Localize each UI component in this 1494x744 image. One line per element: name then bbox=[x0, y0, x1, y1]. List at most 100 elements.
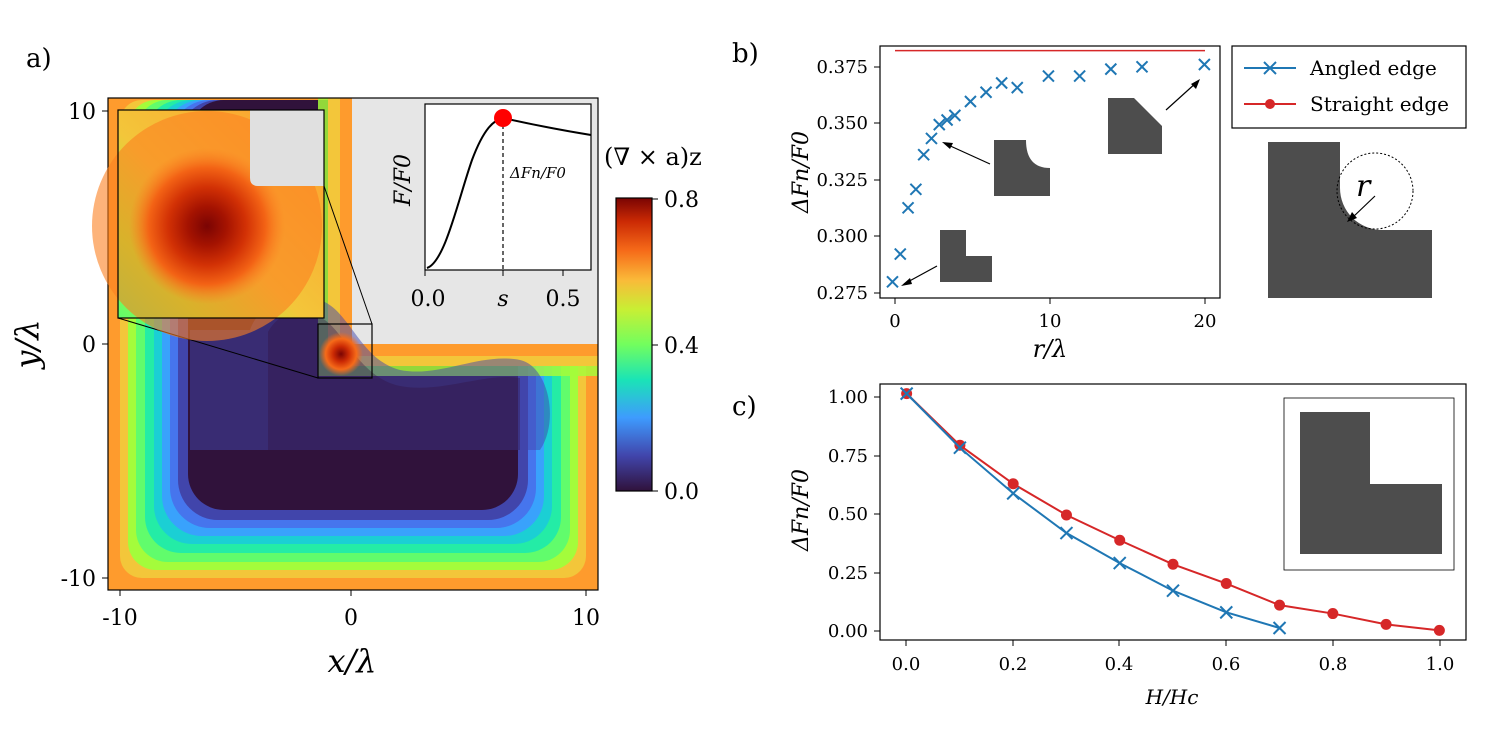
colorbar-tick: 0.4 bbox=[664, 334, 699, 359]
legend-label: Angled edge bbox=[1309, 56, 1437, 80]
line-y-label: ΔFn/F0 bbox=[789, 469, 814, 552]
energy-curve bbox=[426, 116, 592, 269]
line-panel: 0.0 0.2 0.4 0.6 0.8 1.0 1.00 0.75 0.50 0… bbox=[789, 383, 1467, 709]
legend-marker-x bbox=[1263, 61, 1277, 75]
y-tick-label: 10 bbox=[68, 100, 96, 125]
l-shape-schematic bbox=[1283, 397, 1455, 571]
scatter-x-ticks: 0 10 20 bbox=[889, 298, 1216, 332]
legend: Angled edge Straight edge bbox=[1231, 45, 1467, 129]
x-tick-label: 0.0 bbox=[892, 654, 921, 675]
inset-x-tick: 0.0 bbox=[411, 287, 446, 312]
angled-edge-point bbox=[1198, 58, 1211, 71]
angled-edge-point bbox=[1006, 486, 1020, 501]
line-y-ticks: 1.00 0.75 0.50 0.25 0.00 bbox=[828, 387, 880, 642]
legend-marker-dot bbox=[1265, 99, 1275, 109]
x-tick-label: 0.4 bbox=[1105, 654, 1134, 675]
heatmap-y-ticks: 10 0 -10 bbox=[61, 100, 108, 592]
straight-edge-point bbox=[1274, 599, 1286, 611]
energy-annotation: ΔFn/F0 bbox=[509, 164, 566, 182]
angled-edge-point bbox=[1272, 621, 1287, 635]
angled-edge-point bbox=[1166, 584, 1180, 598]
angled-edge-point bbox=[1135, 60, 1149, 74]
colorbar: 0.8 0.4 0.0 (∇ × a)z bbox=[604, 143, 702, 505]
angled-edge-point bbox=[933, 118, 946, 131]
zoom-inset bbox=[92, 109, 325, 341]
y-tick-label: 0.275 bbox=[816, 283, 868, 304]
scatter-y-label: ΔFn/F0 bbox=[789, 131, 814, 214]
energy-peak-point bbox=[494, 109, 512, 127]
shape-thumbnail-large-radius bbox=[1108, 79, 1200, 154]
angled-edge-point bbox=[1011, 81, 1024, 94]
heatmap-x-ticks: -10 0 10 bbox=[102, 590, 600, 631]
x-tick-label: 0 bbox=[889, 311, 900, 332]
x-tick-label: -10 bbox=[102, 606, 137, 631]
y-tick-label: 0.25 bbox=[828, 563, 868, 584]
straight-edge-point bbox=[1114, 534, 1126, 546]
straight-edge-point bbox=[1007, 478, 1019, 490]
y-tick-label: 0.75 bbox=[828, 446, 868, 467]
scatter-x-label: r/λ bbox=[1033, 335, 1068, 363]
angled-edge-point bbox=[940, 113, 954, 127]
angled-edge-point bbox=[886, 275, 899, 289]
angled-edge-point bbox=[925, 132, 938, 145]
heatmap-x-label: x/λ bbox=[327, 642, 376, 680]
y-tick-label: 1.00 bbox=[828, 387, 868, 408]
y-tick-label: 0.50 bbox=[828, 504, 868, 525]
angled-edge-point bbox=[953, 440, 967, 455]
radius-label: r bbox=[1356, 169, 1372, 204]
x-tick-label: 0.2 bbox=[999, 654, 1028, 675]
line-axes bbox=[879, 383, 1467, 641]
angled-edge-point bbox=[964, 95, 977, 108]
inset-x-label: s bbox=[497, 287, 508, 312]
inset-y-label: F/F0 bbox=[391, 154, 416, 207]
legend-label: Straight edge bbox=[1310, 92, 1449, 116]
angled-edge-point bbox=[917, 148, 930, 161]
angled-edge-point bbox=[995, 76, 1008, 90]
straight-edge-point bbox=[954, 439, 966, 451]
energy-inset: ΔFn/F0 0.0 s 0.5 F/F0 bbox=[391, 103, 592, 312]
angled-edge-point bbox=[948, 109, 962, 122]
angled-edge-point bbox=[894, 247, 907, 261]
panel-label-b: b) bbox=[732, 39, 759, 69]
y-tick-label: 0.350 bbox=[816, 113, 868, 134]
x-tick-label: 1.0 bbox=[1426, 654, 1455, 675]
angled-edge-line bbox=[905, 392, 1280, 629]
x-tick-label: 20 bbox=[1194, 311, 1217, 332]
panel-label-a: a) bbox=[26, 44, 52, 74]
straight-edge-point bbox=[1433, 624, 1445, 636]
straight-edge-point bbox=[1060, 509, 1072, 521]
angled-edge-point bbox=[909, 183, 923, 196]
x-tick-label: 10 bbox=[1039, 311, 1062, 332]
inset-x-tick: 0.5 bbox=[546, 287, 581, 312]
line-x-label: H/Hc bbox=[1145, 685, 1199, 709]
zoom-box bbox=[317, 323, 373, 379]
y-tick-label: 0.00 bbox=[828, 621, 868, 642]
colorbar-tick: 0.8 bbox=[664, 188, 699, 213]
x-tick-label: 0 bbox=[344, 606, 358, 631]
heatmap-y-label: y/λ bbox=[8, 319, 46, 370]
x-tick-label: 0.6 bbox=[1212, 654, 1241, 675]
radius-schematic: r bbox=[1268, 142, 1432, 298]
shape-thumbnail-small-radius bbox=[942, 140, 1050, 196]
y-tick-label: 0.325 bbox=[816, 170, 868, 191]
y-tick-label: 0 bbox=[82, 333, 96, 358]
angled-edge-point bbox=[899, 386, 914, 401]
angled-edge-point bbox=[1073, 69, 1086, 83]
straight-edge-point bbox=[1380, 618, 1392, 630]
angled-edge-point bbox=[979, 86, 993, 99]
line-x-ticks: 0.0 0.2 0.4 0.6 0.8 1.0 bbox=[892, 640, 1455, 675]
angled-edge-point bbox=[1042, 69, 1055, 83]
colorbar-tick: 0.0 bbox=[664, 480, 699, 505]
angled-edge-markers bbox=[886, 58, 1211, 289]
x-tick-label: 0.8 bbox=[1319, 654, 1348, 675]
scatter-panel: 0 10 20 0.375 0.350 0.325 0.300 0.275 r/… bbox=[789, 45, 1467, 363]
angled-edge-point bbox=[1219, 605, 1233, 620]
straight-edge-point bbox=[1327, 608, 1339, 620]
straight-edge-point bbox=[1167, 558, 1179, 570]
scatter-y-ticks: 0.375 0.350 0.325 0.300 0.275 bbox=[816, 57, 880, 304]
angled-edge-point bbox=[1059, 526, 1074, 540]
x-tick-label: 10 bbox=[572, 606, 600, 631]
y-tick-label: 0.300 bbox=[816, 226, 868, 247]
y-tick-label: 0.375 bbox=[816, 57, 868, 78]
